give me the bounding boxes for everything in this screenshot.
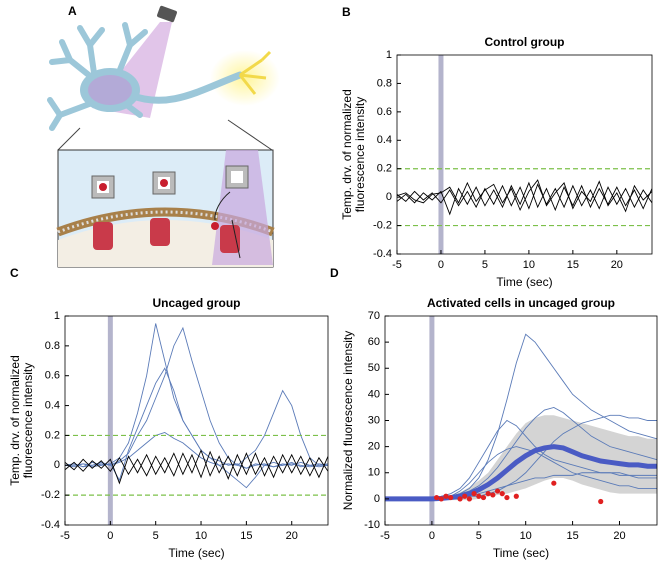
chart-title: Activated cells in uncaged group <box>427 296 615 310</box>
peak-point <box>504 494 510 501</box>
peak-point <box>494 488 501 494</box>
y-tick-label: -0.4 <box>41 519 60 531</box>
peak-point <box>438 496 444 502</box>
trace <box>65 367 328 489</box>
peak-point <box>471 491 477 497</box>
trace <box>65 323 328 469</box>
axes-frame <box>64 315 329 526</box>
y-tick-label: 0.4 <box>377 134 392 146</box>
trace <box>397 183 652 210</box>
y-tick-label: 0 <box>54 459 60 471</box>
stimulus-marker <box>429 316 435 525</box>
y-tick-label: 1 <box>54 310 60 322</box>
peak-point <box>476 493 482 499</box>
y-tick-label: 10 <box>368 467 380 479</box>
y-tick-label: 0.2 <box>377 163 392 175</box>
y-tick-label: 50 <box>368 362 380 374</box>
peak-point <box>462 493 468 499</box>
chart-title: Uncaged group <box>152 296 240 310</box>
y-tick-label: 0 <box>374 493 380 505</box>
x-tick-label: 5 <box>476 530 482 542</box>
x-tick-label: 10 <box>195 530 207 542</box>
peak-point <box>480 494 487 501</box>
peak-point <box>598 498 604 505</box>
trace <box>65 449 328 485</box>
y-tick-label: 0 <box>386 191 392 203</box>
y-axis-label: Temp. drv. of normalized <box>8 355 22 486</box>
stimulus-marker <box>438 55 444 254</box>
y-tick-label: 0.6 <box>377 106 392 118</box>
y-tick-label: 0.4 <box>45 399 60 411</box>
panel-label: B <box>342 5 351 19</box>
peak-point <box>513 493 519 499</box>
stimulus-marker <box>107 316 113 525</box>
trace <box>65 326 328 469</box>
y-tick-label: 1 <box>386 49 392 61</box>
panel-a-illustration: A <box>47 4 280 268</box>
y-tick-label: 30 <box>368 414 380 426</box>
y-tick-label: 70 <box>368 310 380 322</box>
plot-area <box>65 316 328 525</box>
trace <box>397 179 652 213</box>
y-axis-label: fluorescence intensity <box>21 363 35 478</box>
y-tick-label: 0.8 <box>45 340 60 352</box>
peak-point <box>448 494 454 501</box>
x-tick-label: -5 <box>392 259 402 271</box>
x-tick-label: 0 <box>438 259 444 271</box>
y-tick-label: 0.8 <box>377 77 392 89</box>
x-tick-label: 5 <box>153 530 159 542</box>
y-axis-label: Normalized fluorescence intensity <box>341 331 355 510</box>
trace <box>385 444 657 502</box>
y-tick-label: 0.2 <box>45 429 60 441</box>
peak-point <box>485 491 491 497</box>
peak-point <box>466 496 473 502</box>
peak-point <box>499 491 505 497</box>
trace <box>65 389 328 468</box>
trace <box>65 450 328 479</box>
x-tick-label: 20 <box>611 259 623 271</box>
y-tick-label: -0.2 <box>373 219 392 231</box>
x-axis-label: Time (sec) <box>168 546 224 560</box>
peak-point <box>433 494 440 501</box>
y-tick-label: 60 <box>368 336 380 348</box>
y-axis-label: fluorescence intensity <box>353 97 367 212</box>
peak-point <box>490 492 496 498</box>
x-tick-label: 10 <box>520 530 532 542</box>
y-tick-label: -0.4 <box>373 248 392 260</box>
x-tick-label: 0 <box>107 530 113 542</box>
y-tick-label: 0.6 <box>45 370 60 382</box>
x-tick-label: 20 <box>613 530 625 542</box>
y-tick-label: -0.2 <box>41 489 60 501</box>
x-tick-label: 10 <box>523 259 535 271</box>
x-tick-label: 15 <box>240 530 252 542</box>
y-tick-label: -10 <box>364 519 380 531</box>
y-axis-label: Temp. drv. of normalized <box>340 89 354 220</box>
x-tick-label: 0 <box>429 530 435 542</box>
peak-point <box>443 493 449 499</box>
peak-point <box>551 480 557 486</box>
y-tick-label: 20 <box>368 441 380 453</box>
y-tick-label: 40 <box>368 388 380 400</box>
peak-point <box>457 496 463 502</box>
panel-label: A <box>68 4 77 18</box>
x-tick-label: 5 <box>482 259 488 271</box>
plot-area <box>385 316 657 525</box>
plot-area <box>397 55 652 254</box>
panel-label: D <box>330 266 339 280</box>
x-tick-label: -5 <box>380 530 390 542</box>
x-tick-label: 15 <box>566 530 578 542</box>
x-axis-label: Time (sec) <box>493 546 549 560</box>
x-tick-label: -5 <box>60 530 70 542</box>
x-axis-label: Time (sec) <box>496 275 552 289</box>
x-tick-label: 20 <box>286 530 298 542</box>
panel-label: C <box>10 266 19 280</box>
chart-title: Control group <box>485 35 565 49</box>
x-tick-label: 15 <box>567 259 579 271</box>
axes-frame <box>396 54 653 255</box>
